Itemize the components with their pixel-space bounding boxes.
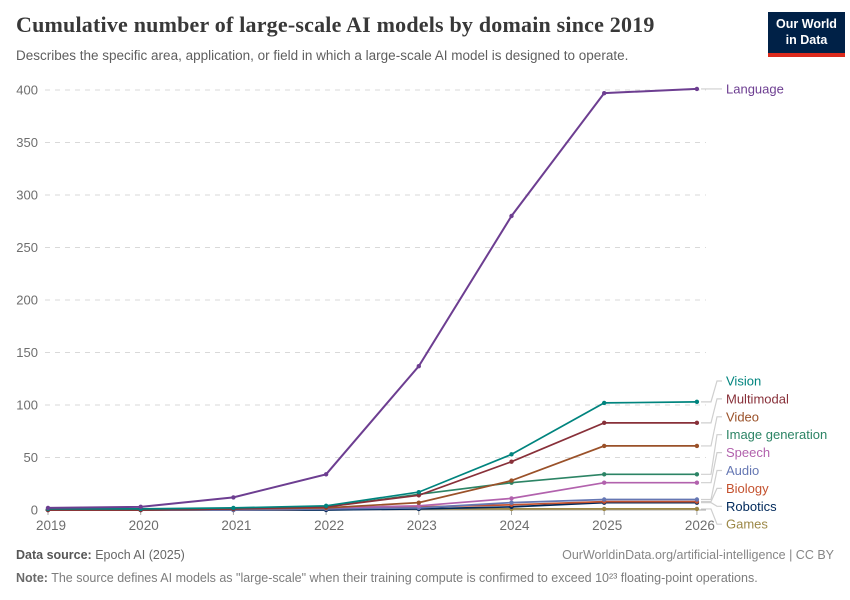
- legend-connector-video: [701, 416, 722, 447]
- data-point-multimodal-2026: [694, 420, 700, 426]
- owid-logo-line2: in Data: [785, 32, 828, 47]
- data-point-language-2023: [416, 363, 421, 369]
- legend-label-multimodal[interactable]: Multimodal: [726, 391, 789, 406]
- data-point-language-2024: [509, 213, 514, 219]
- data-point-vision-2026: [694, 399, 700, 405]
- y-tick-label-400: 400: [16, 83, 38, 98]
- legend-connector-games: [701, 508, 722, 525]
- note-line: Note: The source defines AI models as "l…: [16, 571, 836, 585]
- legend-connector-image-generation: [701, 434, 722, 475]
- y-tick-label-100: 100: [16, 398, 38, 413]
- y-tick-label-50: 50: [24, 450, 38, 465]
- data-point-vision-2025: [602, 400, 607, 406]
- y-tick-label-150: 150: [16, 345, 38, 360]
- data-point-video-2024: [509, 478, 514, 483]
- data-point-video-2026: [694, 443, 700, 449]
- data-point-multimodal-2025: [602, 420, 607, 426]
- owid-logo: Our World in Data: [768, 12, 845, 57]
- legend-connector-speech: [701, 452, 722, 484]
- x-tick-label-2025: 2025: [592, 518, 622, 533]
- data-source-line: Data source: Epoch AI (2025): [16, 548, 185, 562]
- x-tick-label-2023: 2023: [407, 518, 437, 533]
- data-point-games-2026: [694, 506, 700, 512]
- data-point-speech-2023: [416, 503, 421, 508]
- x-tick-label-2019: 2019: [36, 518, 66, 533]
- data-point-video-2025: [602, 443, 607, 449]
- legend-label-biology[interactable]: Biology: [726, 481, 769, 496]
- y-tick-label-200: 200: [16, 293, 38, 308]
- data-point-image-generation-2026: [694, 472, 700, 477]
- series-language[interactable]: [45, 86, 700, 511]
- legend-connector-multimodal: [701, 398, 722, 424]
- y-tick-label-350: 350: [16, 135, 38, 150]
- data-point-video-2023: [416, 500, 421, 505]
- legend-label-robotics[interactable]: Robotics: [726, 499, 777, 514]
- series-vision[interactable]: [45, 399, 700, 512]
- y-tick-label-0: 0: [31, 503, 38, 518]
- x-tick-label-2022: 2022: [314, 518, 344, 533]
- legend-connector-audio: [701, 469, 722, 501]
- chart-title: Cumulative number of large-scale AI mode…: [16, 12, 655, 37]
- data-point-vision-2022: [323, 503, 329, 508]
- legend-label-language[interactable]: Language: [726, 81, 784, 96]
- data-source-value: Epoch AI (2025): [91, 548, 185, 562]
- legend-label-audio[interactable]: Audio: [726, 463, 759, 478]
- data-point-language-2020: [138, 504, 143, 510]
- data-point-image-generation-2025: [602, 472, 607, 477]
- data-point-audio-2025: [602, 497, 607, 502]
- data-point-speech-2025: [602, 480, 607, 485]
- legend-connector-vision: [701, 380, 722, 403]
- data-point-audio-2026: [694, 497, 700, 502]
- y-tick-label-300: 300: [16, 188, 38, 203]
- note-value: The source defines AI models as "large-s…: [47, 571, 758, 585]
- legend-label-games[interactable]: Games: [726, 517, 768, 532]
- data-point-language-2021: [231, 495, 236, 500]
- data-point-speech-2024: [509, 496, 514, 501]
- data-point-games-2025: [602, 506, 607, 512]
- legend-connector-biology: [701, 487, 722, 503]
- legend-label-video[interactable]: Video: [726, 409, 759, 424]
- data-point-vision-2021: [231, 505, 236, 511]
- data-point-audio-2024: [509, 500, 514, 505]
- legend-label-speech[interactable]: Speech: [726, 445, 770, 460]
- data-point-language-2019: [45, 505, 51, 511]
- data-point-language-2026: [694, 86, 700, 92]
- attribution-link[interactable]: OurWorldinData.org/artificial-intelligen…: [562, 548, 834, 562]
- x-tick-label-2021: 2021: [221, 518, 251, 533]
- series-line-language[interactable]: [47, 87, 697, 509]
- data-point-multimodal-2024: [509, 459, 514, 464]
- data-point-language-2025: [602, 90, 607, 96]
- series-line-vision[interactable]: [48, 401, 697, 510]
- data-point-multimodal-2023: [416, 493, 421, 498]
- legend-label-vision[interactable]: Vision: [726, 374, 761, 389]
- data-point-speech-2026: [694, 480, 700, 485]
- data-point-vision-2023: [416, 489, 421, 495]
- x-tick-label-2020: 2020: [129, 518, 159, 533]
- note-label: Note:: [16, 571, 48, 585]
- data-source-label: Data source:: [16, 548, 92, 562]
- data-point-language-2022: [323, 472, 329, 477]
- series-line-multimodal[interactable]: [48, 422, 697, 511]
- legend-label-image-generation[interactable]: Image generation: [726, 427, 827, 442]
- legend-connector-robotics: [701, 502, 722, 507]
- chart-subtitle: Describes the specific area, application…: [16, 48, 629, 63]
- data-point-vision-2024: [509, 452, 514, 457]
- owid-logo-line1: Our World: [776, 16, 837, 31]
- x-tick-label-2024: 2024: [499, 518, 530, 533]
- x-tick-label-2026: 2026: [685, 518, 715, 533]
- y-tick-label-250: 250: [16, 240, 38, 255]
